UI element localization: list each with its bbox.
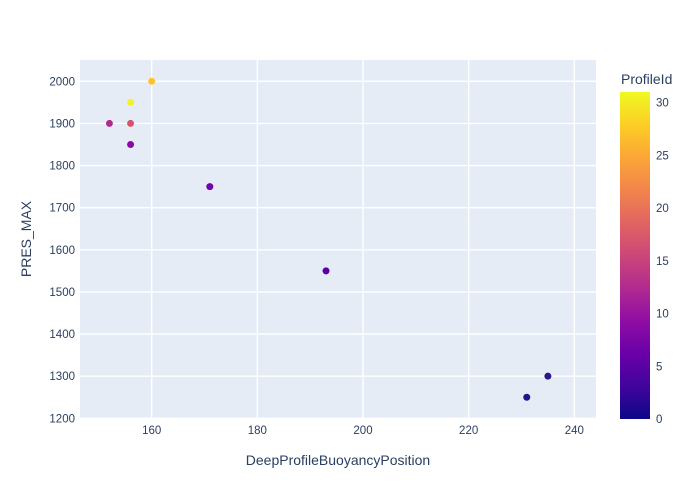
data-point[interactable]	[105, 119, 113, 127]
colorbar-tick-label: 25	[656, 150, 669, 162]
x-tick-label: 220	[459, 425, 478, 437]
y-tick-label: 1400	[49, 329, 75, 341]
y-tick-label: 1900	[49, 118, 75, 130]
data-point[interactable]	[127, 98, 135, 106]
colorbar-gradient	[620, 92, 650, 419]
y-tick-label: 1300	[49, 371, 75, 383]
y-tick-label: 1200	[49, 413, 75, 425]
y-tick-label: 1700	[49, 203, 75, 215]
data-point[interactable]	[127, 140, 135, 148]
plot-area[interactable]	[80, 60, 596, 419]
data-point[interactable]	[206, 183, 214, 191]
colorbar-tick-label: 30	[656, 98, 669, 110]
y-tick-label: 1800	[49, 161, 75, 173]
data-point[interactable]	[322, 267, 330, 275]
data-point[interactable]	[544, 372, 552, 380]
x-tick-label: 240	[565, 425, 584, 437]
colorbar-tick-label: 0	[656, 414, 662, 426]
colorbar-tick-label: 5	[656, 361, 662, 373]
x-tick-label: 180	[248, 425, 267, 437]
y-tick-label: 1500	[49, 287, 75, 299]
y-tick-label: 1600	[49, 245, 75, 257]
x-axis-title: DeepProfileBuoyancyPosition	[245, 452, 431, 468]
x-tick-label: 160	[142, 425, 161, 437]
colorbar-tick-label: 15	[656, 256, 669, 268]
colorbar-tick-label: 10	[656, 309, 669, 321]
data-point[interactable]	[127, 119, 135, 127]
y-axis-title: PRES_MAX	[18, 200, 34, 278]
data-point[interactable]	[148, 77, 156, 85]
colorbar-title: ProfileId	[621, 71, 673, 87]
x-tick-label: 200	[353, 425, 372, 437]
data-point[interactable]	[523, 393, 531, 401]
colorbar-tick-label: 20	[656, 203, 669, 215]
y-tick-label: 2000	[49, 76, 75, 88]
